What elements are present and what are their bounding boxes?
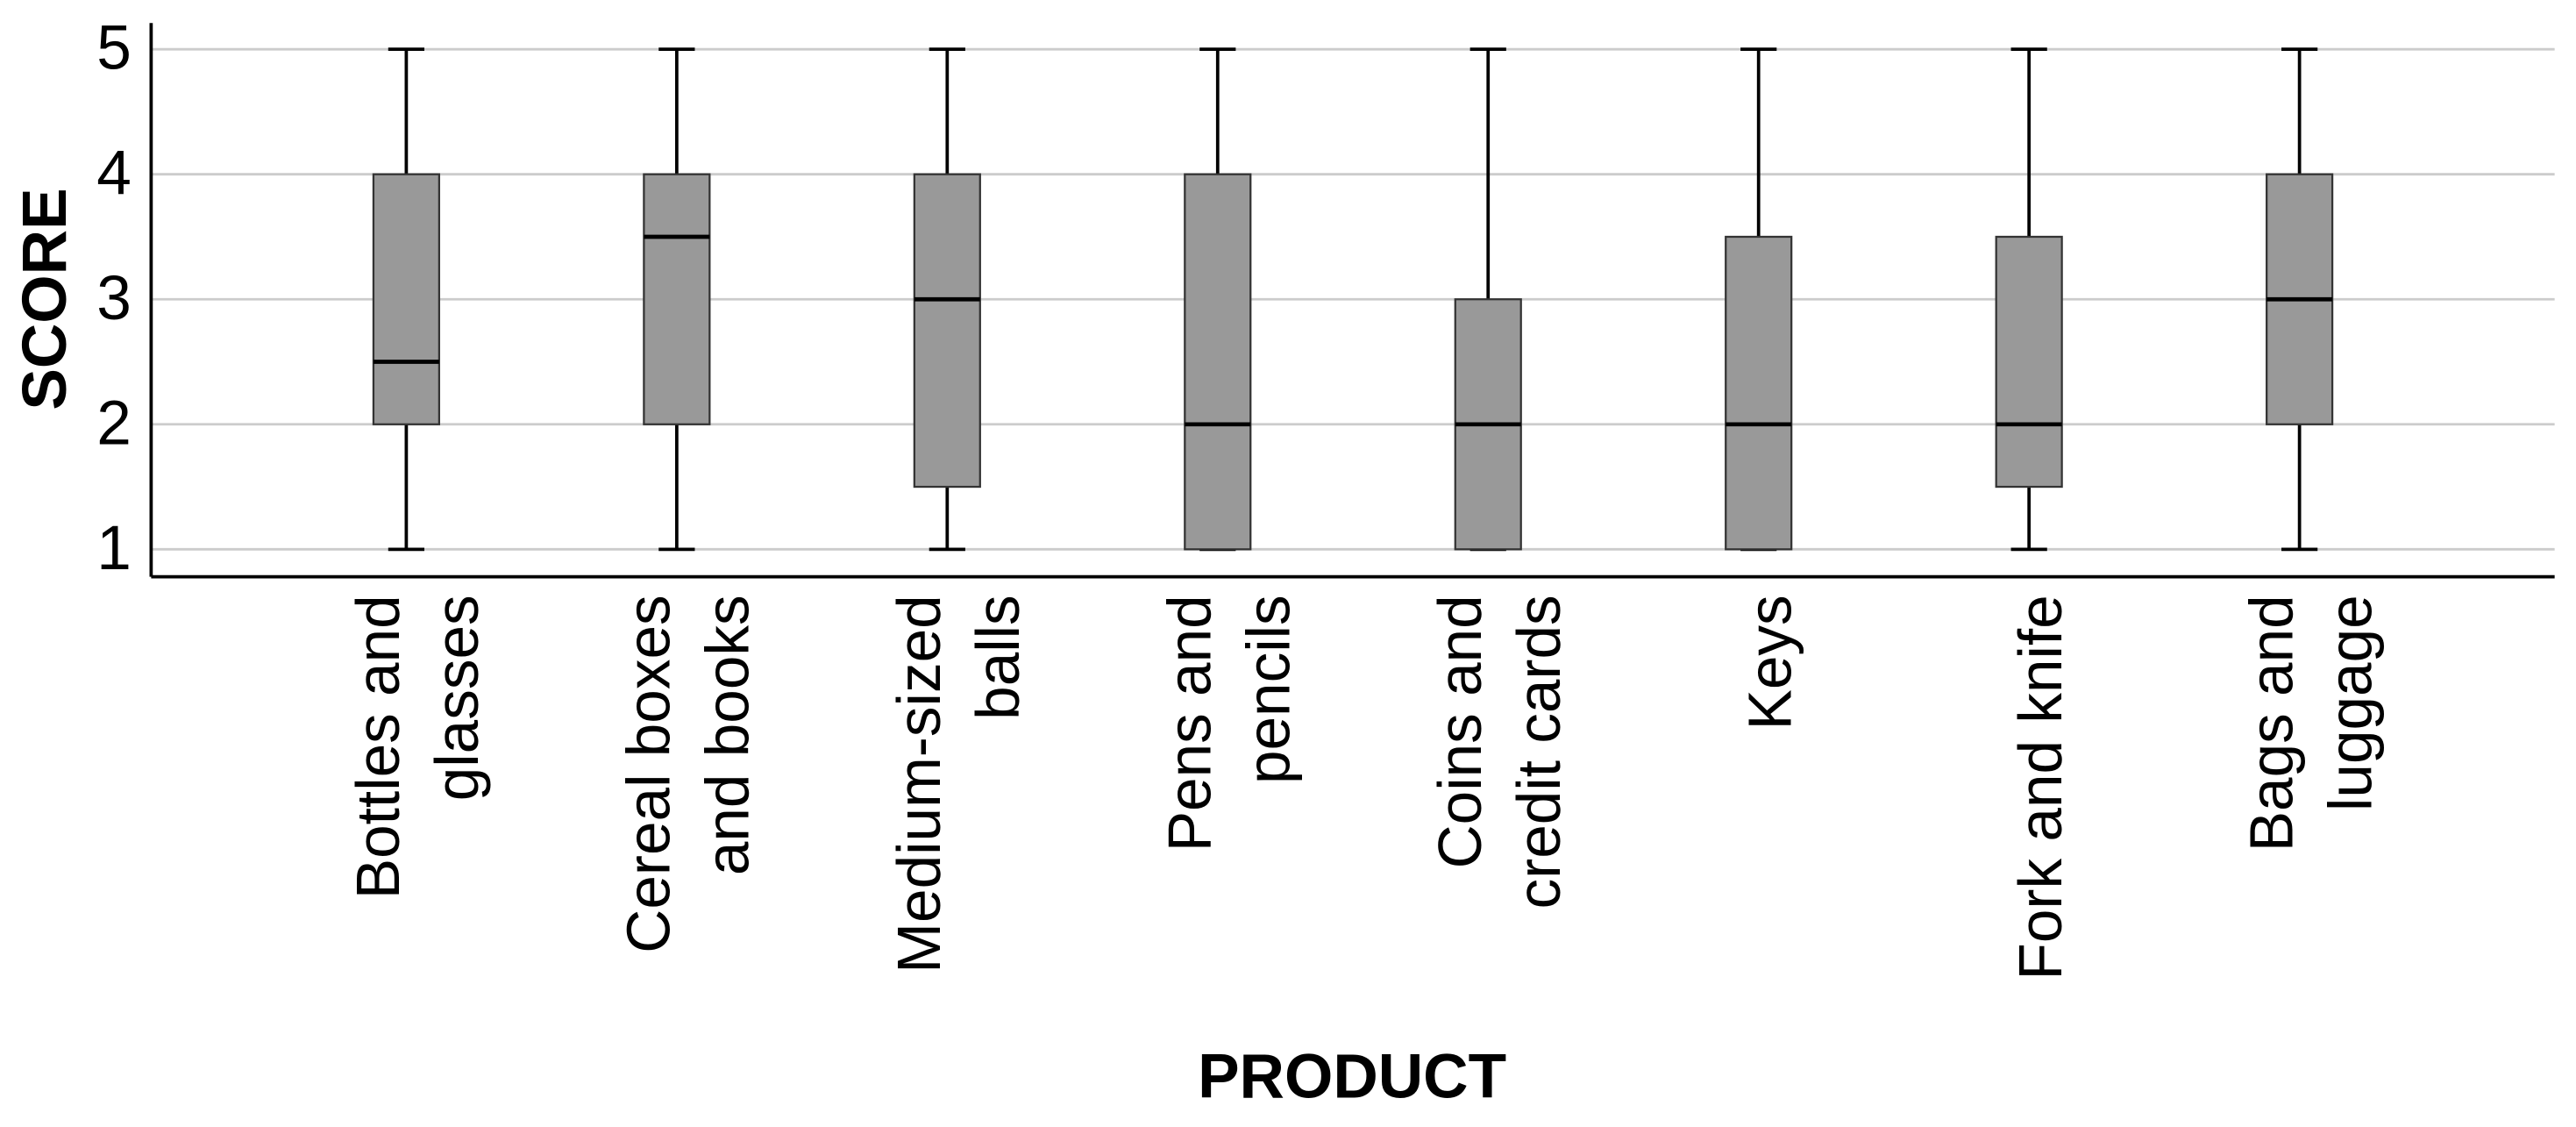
box [1184, 173, 1252, 551]
y-tick-label: 4 [96, 139, 132, 208]
x-tick-label: Pens and pencils [1156, 595, 1303, 852]
box [913, 173, 981, 489]
x-tick-label: Bags and luggage [2238, 595, 2385, 852]
box [372, 173, 440, 425]
y-tick-label: 3 [96, 264, 132, 333]
x-tick-label: Cereal boxes and books [615, 595, 762, 952]
y-axis-title: SCORE [11, 188, 80, 410]
y-tick-label: 5 [96, 14, 132, 83]
x-axis-title: PRODUCT [1198, 1043, 1506, 1112]
x-tick-label: Bottles and glasses [344, 595, 491, 899]
x-tick-label: Fork and knife [2006, 595, 2074, 980]
y-tick-label: 2 [96, 389, 132, 458]
x-tick-label: Coins and credit cards [1426, 595, 1573, 909]
x-tick-label: Medium-sized balls [885, 595, 1032, 973]
x-tick-label: Keys [1736, 595, 1804, 730]
box [1725, 235, 1793, 551]
y-tick-label: 1 [96, 514, 132, 583]
box [1995, 235, 2063, 489]
box [643, 173, 711, 425]
